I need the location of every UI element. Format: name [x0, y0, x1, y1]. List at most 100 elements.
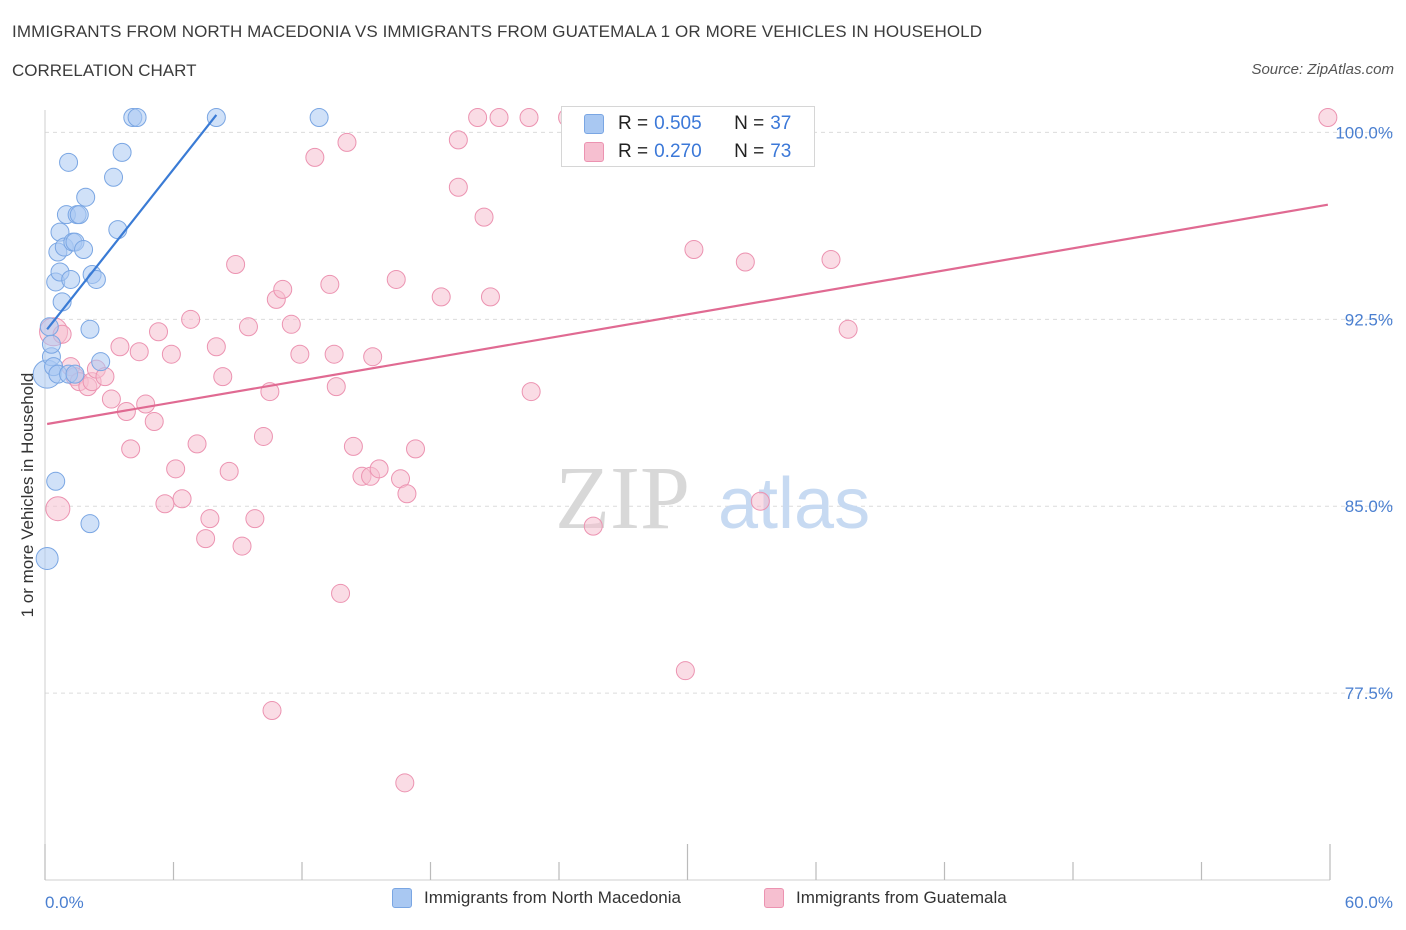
data-point: [104, 167, 124, 187]
n-value: 73: [770, 141, 792, 162]
legend-label: Immigrants from Guatemala: [796, 888, 1007, 907]
n-label: N =: [734, 141, 765, 162]
data-point: [273, 279, 293, 299]
data-point: [161, 344, 181, 364]
data-point: [324, 344, 344, 364]
data-point: [750, 491, 770, 511]
data-point: [127, 107, 147, 127]
data-point: [112, 142, 132, 162]
pink-swatch: [584, 142, 604, 162]
data-point: [155, 494, 175, 514]
data-point: [110, 337, 130, 357]
data-point: [337, 132, 357, 152]
data-point: [232, 536, 252, 556]
data-point: [41, 334, 61, 354]
data-point: [448, 130, 468, 150]
grid-lines: [45, 131, 1393, 694]
chart-subtitle: CORRELATION CHART: [12, 61, 197, 80]
watermark: ZIP atlas: [555, 449, 870, 548]
r-label: R =: [618, 113, 649, 134]
blue-swatch: [392, 888, 412, 908]
data-point: [675, 661, 695, 681]
data-point: [474, 207, 494, 227]
trend-line-pink: [46, 203, 1329, 426]
data-point: [136, 394, 156, 414]
data-point: [320, 274, 340, 294]
data-point: [331, 583, 351, 603]
chart-title: IMMIGRANTS FROM NORTH MACEDONIA VS IMMIG…: [12, 22, 983, 41]
data-point: [80, 514, 100, 534]
data-point: [395, 773, 415, 793]
watermark-atlas: atlas: [718, 464, 870, 544]
data-point: [519, 107, 539, 127]
data-point: [61, 269, 81, 289]
data-point: [166, 459, 186, 479]
data-point: [91, 352, 111, 372]
y-tick-label: 85.0%: [1345, 497, 1393, 516]
data-point: [397, 484, 417, 504]
data-point: [172, 489, 192, 509]
data-point: [281, 314, 301, 334]
y-tick-label: 100.0%: [1335, 123, 1393, 142]
r-value: 0.270: [654, 141, 702, 162]
data-point: [369, 459, 389, 479]
data-point: [363, 347, 383, 367]
data-point: [468, 107, 488, 127]
data-point: [489, 107, 509, 127]
watermark-zip: ZIP: [555, 449, 690, 548]
axes: [44, 110, 1331, 881]
r-label: R =: [618, 141, 649, 162]
data-point: [219, 461, 239, 481]
n-value: 37: [770, 113, 792, 134]
data-point: [821, 250, 841, 270]
data-point: [684, 240, 704, 260]
data-point: [101, 389, 121, 409]
data-point: [149, 322, 169, 342]
y-tick-label: 77.5%: [1345, 684, 1393, 703]
data-point: [245, 509, 265, 529]
data-point: [305, 147, 325, 167]
stats-row-pink: R = 0.270 N = 73: [584, 139, 791, 165]
y-tick-labels: 77.5% 85.0% 92.5% 100.0%: [1335, 123, 1393, 703]
data-point: [326, 377, 346, 397]
data-point: [65, 364, 85, 384]
data-point: [206, 337, 226, 357]
data-point: [448, 177, 468, 197]
data-point: [35, 547, 59, 571]
data-point: [200, 509, 220, 529]
data-point: [80, 319, 100, 339]
legend-label: Immigrants from North Macedonia: [424, 888, 681, 907]
data-point: [108, 220, 128, 240]
legend-item-north-macedonia[interactable]: Immigrants from North Macedonia: [392, 888, 681, 908]
trend-line-blue: [46, 114, 218, 330]
x-tick-label-max: 60.0%: [1345, 893, 1393, 912]
series-guatemala: [39, 107, 1338, 793]
data-point: [213, 367, 233, 387]
data-point: [583, 516, 603, 536]
data-point: [181, 309, 201, 329]
pink-swatch: [764, 888, 784, 908]
data-point: [521, 382, 541, 402]
data-point: [406, 439, 426, 459]
data-point: [838, 319, 858, 339]
stats-legend: R = 0.505 N = 37 R = 0.270 N = 73: [561, 106, 815, 167]
data-point: [735, 252, 755, 272]
data-point: [59, 152, 79, 172]
data-point: [45, 496, 71, 522]
data-point: [343, 436, 363, 456]
legend-item-guatemala[interactable]: Immigrants from Guatemala: [764, 888, 1007, 908]
data-point: [144, 411, 164, 431]
data-point: [262, 701, 282, 721]
stats-row-blue: R = 0.505 N = 37: [584, 111, 791, 137]
data-point: [431, 287, 451, 307]
data-point: [386, 269, 406, 289]
y-axis-label: 1 or more Vehicles in Household: [18, 373, 37, 618]
bottom-legend: Immigrants from North Macedonia Immigran…: [0, 888, 1406, 918]
data-point: [121, 439, 141, 459]
data-point: [76, 187, 96, 207]
data-point: [480, 287, 500, 307]
r-value: 0.505: [654, 113, 702, 134]
data-point: [1318, 107, 1338, 127]
y-tick-label: 92.5%: [1345, 310, 1393, 329]
